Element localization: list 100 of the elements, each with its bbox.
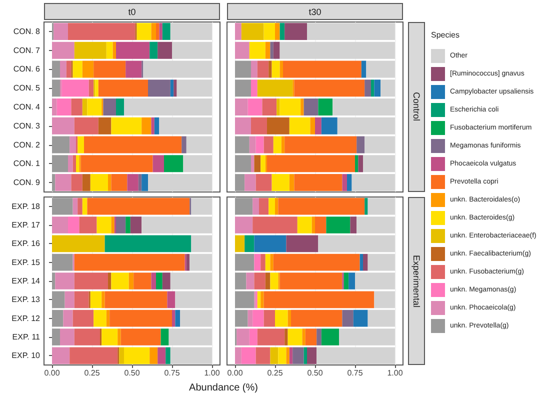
y-tick-label: EXP. 10: [12, 351, 41, 360]
bar: [87, 198, 190, 215]
bar: [249, 328, 258, 346]
bar: [72, 198, 78, 215]
bar: [265, 42, 270, 59]
bar: [350, 216, 357, 234]
bar: [66, 60, 72, 78]
bar: [342, 310, 354, 327]
bar: [82, 174, 90, 192]
bar: [176, 80, 212, 97]
bar: [257, 60, 269, 78]
bar: [96, 216, 112, 234]
bar: [151, 22, 156, 40]
bar: [235, 22, 242, 40]
bar: [104, 235, 192, 252]
x-tick-label: 1.00: [204, 368, 220, 378]
bar: [180, 310, 212, 327]
bar: [74, 117, 98, 134]
bar: [276, 98, 280, 116]
bar: [68, 22, 136, 40]
bar: [337, 117, 395, 134]
bar: [62, 80, 89, 97]
bar: [71, 98, 82, 116]
bar: [368, 198, 395, 215]
bar: [162, 272, 170, 290]
bar: [102, 328, 118, 346]
bar: [72, 60, 82, 78]
bar: [235, 235, 245, 252]
bar: [120, 328, 161, 346]
bar: [190, 254, 212, 271]
bar: [254, 254, 261, 271]
bar: [150, 347, 158, 364]
bar: [74, 254, 185, 271]
x-tick-label: 0.75: [347, 368, 364, 378]
bar: [358, 155, 363, 172]
bar: [310, 117, 315, 134]
x-tick-label: 0.25: [84, 368, 100, 378]
bar: [249, 42, 266, 59]
bar: [166, 347, 170, 364]
y-tick-label: CON. 8: [13, 26, 41, 36]
bar: [380, 80, 395, 97]
bar: [270, 254, 274, 271]
bar: [281, 136, 285, 154]
bar: [112, 42, 116, 59]
bar: [246, 272, 254, 290]
bar: [235, 216, 253, 234]
bar: [108, 272, 112, 290]
bar: [304, 98, 318, 116]
bar: [235, 174, 245, 192]
bar: [283, 60, 362, 78]
bar: [302, 328, 306, 346]
bar: [252, 216, 298, 234]
bar: [148, 80, 170, 97]
bar: [103, 98, 116, 116]
bar: [364, 198, 368, 215]
bar: [160, 328, 169, 346]
bar: [265, 272, 270, 290]
bar: [235, 117, 251, 134]
bar: [273, 42, 280, 59]
bar: [260, 291, 264, 308]
bar: [82, 60, 94, 78]
x-tick-label: 0.00: [227, 368, 244, 378]
bar: [130, 216, 142, 234]
bar: [332, 98, 395, 116]
bar: [321, 117, 338, 134]
x-tick-label: 0.50: [124, 368, 140, 378]
bar: [170, 272, 212, 290]
y-tick-label: EXP. 15: [12, 258, 41, 267]
bar: [52, 254, 73, 271]
bar: [321, 328, 339, 346]
bar: [52, 98, 57, 116]
bar: [164, 155, 184, 172]
bar: [79, 216, 97, 234]
bar: [170, 80, 174, 97]
bar: [248, 310, 253, 327]
bar: [128, 272, 134, 290]
bar: [374, 291, 395, 308]
bar: [142, 117, 152, 134]
bar: [268, 60, 272, 78]
bar: [56, 98, 72, 116]
bar: [364, 80, 371, 97]
bar: [248, 98, 262, 116]
bar: [272, 60, 280, 78]
bar: [52, 235, 105, 252]
bar: [142, 174, 148, 192]
x-tick-label: 0.00: [44, 368, 60, 378]
bar: [348, 272, 355, 290]
bar: [252, 310, 264, 327]
bar: [304, 347, 307, 364]
y-tick-label: EXP. 17: [12, 220, 41, 230]
bar: [94, 60, 126, 78]
bar: [52, 216, 68, 234]
bar: [52, 80, 60, 97]
bar: [236, 328, 250, 346]
bar: [264, 291, 374, 308]
bar: [156, 272, 162, 290]
legend-title: Species: [431, 30, 460, 40]
bar: [182, 136, 186, 154]
bar: [98, 117, 112, 134]
bar: [134, 272, 152, 290]
